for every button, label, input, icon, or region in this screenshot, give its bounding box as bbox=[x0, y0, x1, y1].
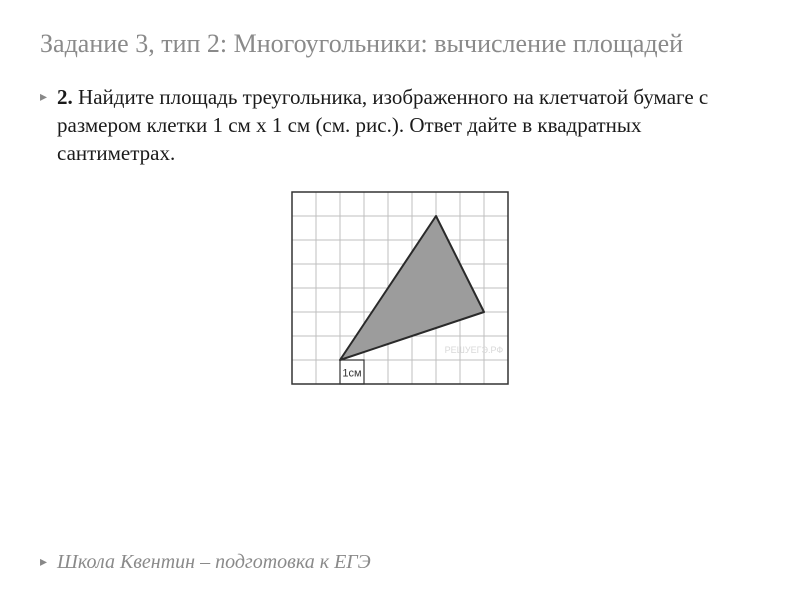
footer: ▸ Школа Квентин – подготовка к ЕГЭ bbox=[40, 551, 371, 574]
figure-container: РЕШУЕГЭ.РФ 1см bbox=[40, 186, 760, 390]
footer-text: Школа Квентин – подготовка к ЕГЭ bbox=[57, 551, 371, 574]
bullet-icon: ▸ bbox=[40, 554, 47, 571]
grid-triangle-figure: РЕШУЕГЭ.РФ 1см bbox=[286, 186, 514, 390]
problem-row: ▸ 2. Найдите площадь треугольника, изобр… bbox=[40, 83, 760, 168]
bullet-icon: ▸ bbox=[40, 89, 47, 106]
problem-text: 2. Найдите площадь треугольника, изображ… bbox=[57, 83, 760, 168]
slide-title: Задание 3, тип 2: Многоугольники: вычисл… bbox=[40, 28, 760, 61]
svg-text:1см: 1см bbox=[342, 367, 361, 379]
problem-body: Найдите площадь треугольника, изображенн… bbox=[57, 85, 708, 166]
problem-number: 2. bbox=[57, 85, 73, 109]
svg-text:РЕШУЕГЭ.РФ: РЕШУЕГЭ.РФ bbox=[445, 344, 504, 354]
